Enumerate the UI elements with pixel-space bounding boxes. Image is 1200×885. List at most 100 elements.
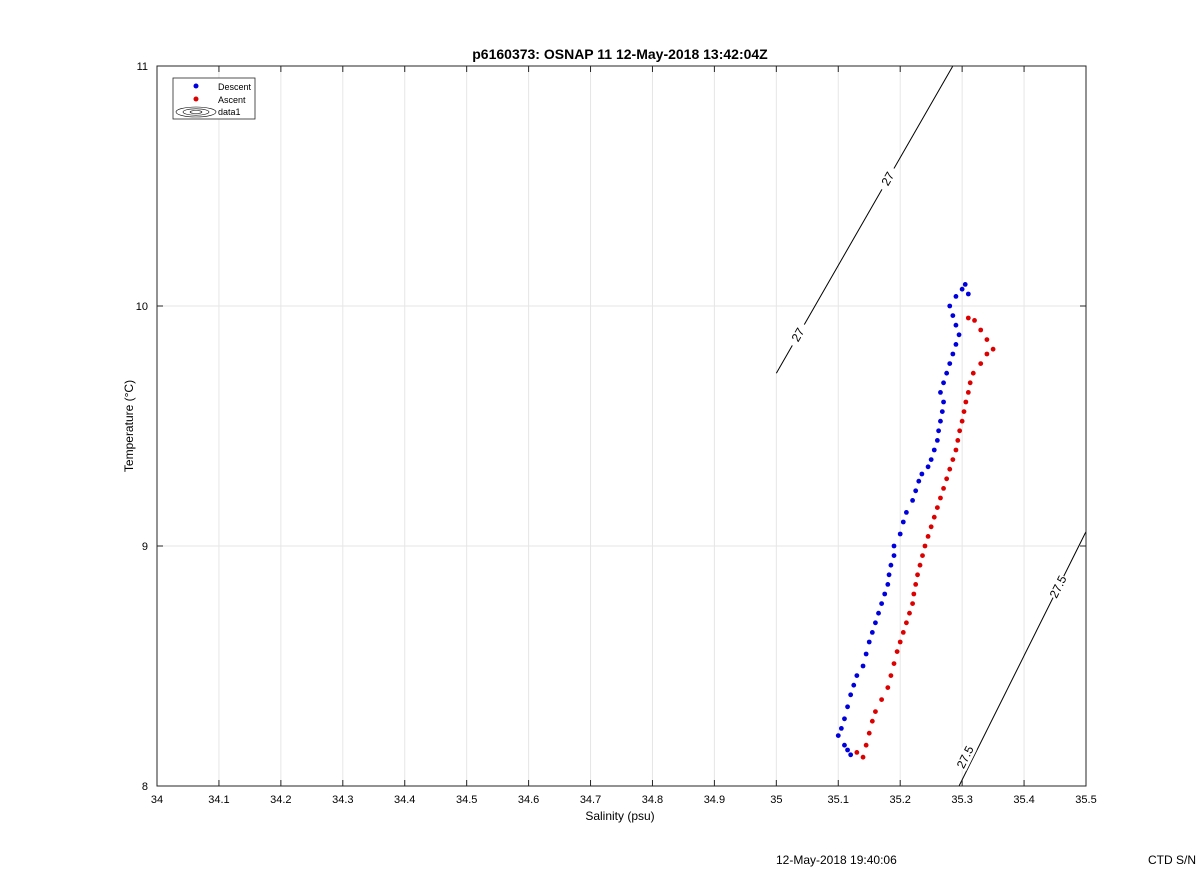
point-descent [950,351,956,357]
point-ascent [915,572,920,578]
point-descent [842,742,847,748]
point-descent [882,591,888,597]
x-tick-label: 34 [151,794,163,806]
point-descent [876,610,881,616]
point-descent [863,651,869,657]
point-ascent [950,457,956,462]
point-ascent [869,718,875,724]
point-ascent [938,495,943,501]
point-ascent [961,409,967,414]
contour-label-bg [785,320,811,349]
point-ascent [984,337,990,342]
point-descent [953,322,959,328]
legend-label-descent: Descent [218,82,252,92]
point-descent [891,553,897,558]
point-descent [934,438,940,443]
point-descent [938,390,943,395]
point-ascent [953,447,959,453]
point-ascent [928,524,934,530]
point-ascent [965,390,971,395]
point-ascent [900,630,906,635]
contour-label: 27 [789,325,808,344]
point-descent [962,282,968,287]
point-ascent [866,730,872,736]
point-descent [851,682,857,688]
contour-label-bg [953,743,977,772]
point-descent [838,726,844,731]
point-ascent [978,327,984,333]
x-axis-ticks: 34 34.1 34.2 34.3 34.4 34.5 34.6 34.7 34.8 34.9 35… [151,66,1097,806]
point-ascent [955,438,961,443]
point-ascent [854,750,860,755]
point-ascent [963,399,969,405]
legend: Descent Ascent data1 [172,77,256,120]
point-descent [866,639,872,645]
point-descent [903,510,909,515]
point-ascent [984,351,990,357]
point-descent [854,673,860,678]
contour-label-bg [875,164,900,193]
legend-marker-ascent [193,96,199,102]
point-ascent [897,639,903,645]
point-ascent [873,709,878,714]
point-ascent [891,661,897,666]
point-descent [965,291,971,297]
x-tick-label: 34.8 [642,794,663,806]
legend-label-data1: data1 [218,107,241,117]
y-axis-ticks: 8 9 10 11 [136,61,1086,793]
point-descent [848,752,854,758]
point-descent [848,692,854,698]
point-descent [845,747,850,753]
x-tick-label: 34.7 [580,794,601,806]
x-tick-label: 34.9 [704,794,725,806]
point-descent [913,488,919,494]
y-axis-label: Temperature (°C) [122,380,136,472]
point-descent [888,562,894,568]
point-ascent [863,742,869,748]
y-tick-label: 8 [142,781,148,793]
contour-label: 27.5 [1047,573,1070,600]
point-descent [891,543,897,549]
point-descent [953,342,959,347]
point-descent [869,630,875,635]
density-contour-line [958,531,1087,787]
point-ascent [860,754,866,760]
point-descent [936,428,941,434]
x-tick-label: 34.6 [518,794,539,806]
x-tick-label: 35.2 [889,794,910,806]
point-descent [941,399,946,405]
point-descent [900,519,906,525]
point-ascent [931,514,937,520]
footer-timestamp: 12-May-2018 19:40:06 [776,853,897,867]
point-descent [886,572,892,578]
point-descent [919,471,925,477]
legend-marker-descent [193,83,199,89]
point-ascent [944,476,950,482]
x-tick-label: 34.4 [394,794,415,806]
legend-box [172,77,256,120]
point-ascent [965,315,971,321]
contour-label: 27 [878,169,897,188]
point-ascent [978,361,984,366]
density-contour-line [775,65,954,374]
point-descent [939,409,945,414]
point-descent [860,663,866,669]
legend-label-ascent: Ascent [218,95,246,105]
x-tick-label: 34.1 [208,794,229,806]
point-descent [845,704,850,710]
point-ascent [920,553,925,558]
point-descent [959,286,965,292]
x-axis-label: Salinity (psu) [585,809,654,823]
point-ascent [911,591,917,597]
point-descent [953,294,959,299]
point-descent [916,478,922,484]
x-tick-label: 35.3 [951,794,972,806]
point-descent [879,601,885,606]
point-ascent [970,370,976,376]
point-descent [928,457,934,462]
point-ascent [903,620,909,626]
point-descent [938,418,943,424]
x-tick-label: 35.4 [1013,794,1034,806]
